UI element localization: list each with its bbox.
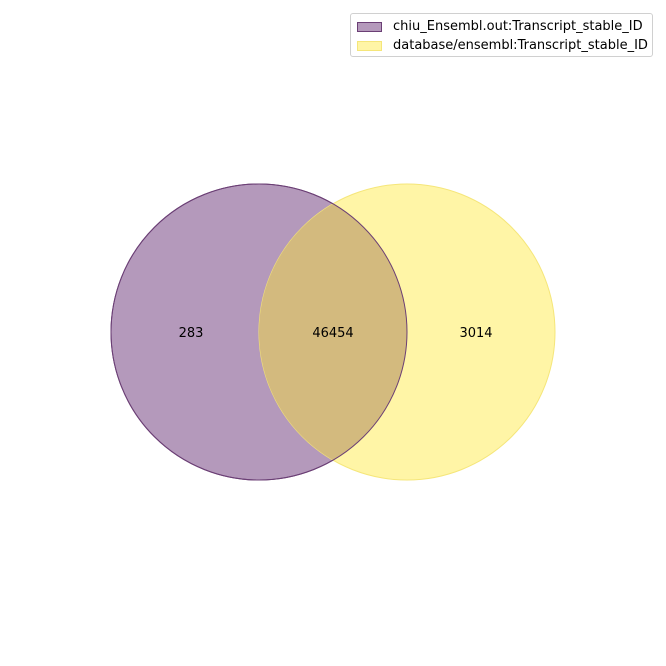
legend-swatch-b	[357, 40, 382, 51]
count-intersection: 46454	[312, 326, 353, 341]
count-only-a: 283	[179, 326, 204, 341]
legend-label-a: chiu_Ensembl.out:Transcript_stable_ID	[393, 19, 643, 34]
legend-item-b: database/ensembl:Transcript_stable_ID	[357, 36, 652, 55]
set-a-outline	[110, 183, 408, 481]
intersection-region	[259, 184, 407, 480]
legend-label-b: database/ensembl:Transcript_stable_ID	[393, 38, 648, 53]
count-only-b: 3014	[459, 326, 492, 341]
legend: chiu_Ensembl.out:Transcript_stable_ID da…	[350, 13, 653, 57]
legend-item-a: chiu_Ensembl.out:Transcript_stable_ID	[357, 17, 652, 36]
legend-swatch-a	[357, 21, 382, 32]
